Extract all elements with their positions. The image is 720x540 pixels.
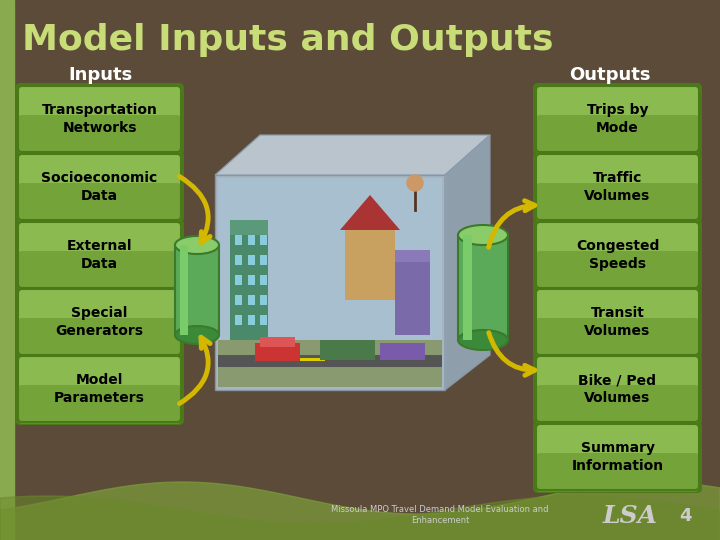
- Bar: [395, 250, 430, 335]
- Bar: [260, 337, 295, 347]
- Bar: [248, 275, 255, 285]
- FancyBboxPatch shape: [18, 251, 181, 290]
- FancyBboxPatch shape: [18, 289, 181, 355]
- Text: Model
Parameters: Model Parameters: [54, 373, 145, 404]
- Bar: [320, 340, 375, 360]
- Ellipse shape: [175, 236, 219, 254]
- FancyBboxPatch shape: [18, 154, 181, 220]
- FancyBboxPatch shape: [15, 83, 184, 155]
- Text: LSA: LSA: [603, 504, 657, 528]
- FancyBboxPatch shape: [536, 356, 699, 422]
- FancyBboxPatch shape: [18, 318, 181, 357]
- FancyBboxPatch shape: [533, 151, 702, 223]
- Polygon shape: [215, 135, 490, 175]
- FancyBboxPatch shape: [533, 83, 702, 155]
- Text: Transit
Volumes: Transit Volumes: [585, 306, 651, 338]
- FancyBboxPatch shape: [533, 353, 702, 425]
- Bar: [235, 235, 242, 245]
- FancyBboxPatch shape: [18, 356, 181, 422]
- Bar: [235, 315, 242, 325]
- FancyBboxPatch shape: [15, 353, 184, 425]
- Text: Traffic
Volumes: Traffic Volumes: [585, 171, 651, 202]
- FancyBboxPatch shape: [18, 86, 181, 152]
- Circle shape: [407, 175, 423, 191]
- Bar: [463, 235, 472, 340]
- Bar: [230, 220, 268, 340]
- Bar: [248, 255, 255, 265]
- FancyBboxPatch shape: [15, 151, 184, 223]
- FancyBboxPatch shape: [536, 453, 699, 492]
- Bar: [235, 275, 242, 285]
- FancyBboxPatch shape: [536, 424, 699, 490]
- Text: Trips by
Mode: Trips by Mode: [587, 103, 648, 134]
- Bar: [248, 315, 255, 325]
- Text: Inputs: Inputs: [68, 66, 132, 84]
- FancyBboxPatch shape: [18, 183, 181, 222]
- FancyBboxPatch shape: [536, 289, 699, 355]
- Bar: [0, 0, 14, 540]
- FancyBboxPatch shape: [533, 421, 702, 493]
- FancyBboxPatch shape: [15, 219, 184, 291]
- Text: Special
Generators: Special Generators: [55, 306, 143, 338]
- Bar: [230, 220, 268, 235]
- Ellipse shape: [458, 225, 508, 245]
- Bar: [248, 235, 255, 245]
- Text: Outputs: Outputs: [570, 66, 651, 84]
- Polygon shape: [445, 135, 490, 390]
- Bar: [345, 230, 395, 300]
- FancyBboxPatch shape: [536, 183, 699, 222]
- Bar: [260, 295, 267, 305]
- Bar: [395, 250, 430, 262]
- FancyBboxPatch shape: [536, 115, 699, 154]
- Bar: [295, 358, 325, 361]
- Bar: [218, 340, 442, 387]
- Text: Model Inputs and Outputs: Model Inputs and Outputs: [22, 23, 554, 57]
- FancyBboxPatch shape: [536, 86, 699, 152]
- Bar: [175, 245, 219, 335]
- FancyBboxPatch shape: [18, 385, 181, 424]
- Ellipse shape: [175, 326, 219, 344]
- Bar: [458, 235, 508, 340]
- Text: Bike / Ped
Volumes: Bike / Ped Volumes: [578, 373, 657, 404]
- Text: Transportation
Networks: Transportation Networks: [42, 103, 158, 134]
- Bar: [180, 245, 188, 335]
- FancyBboxPatch shape: [18, 222, 181, 288]
- FancyBboxPatch shape: [533, 219, 702, 291]
- Ellipse shape: [458, 330, 508, 350]
- Text: 4: 4: [679, 507, 691, 525]
- Bar: [235, 295, 242, 305]
- FancyBboxPatch shape: [15, 286, 184, 358]
- FancyBboxPatch shape: [536, 385, 699, 424]
- Bar: [260, 235, 267, 245]
- Bar: [248, 295, 255, 305]
- FancyBboxPatch shape: [536, 318, 699, 357]
- Bar: [218, 355, 442, 367]
- Polygon shape: [218, 178, 442, 387]
- Text: Summary
Information: Summary Information: [572, 441, 664, 472]
- Bar: [380, 343, 425, 360]
- FancyBboxPatch shape: [536, 154, 699, 220]
- Text: Socioeconomic
Data: Socioeconomic Data: [41, 171, 158, 202]
- Text: Missoula MPO Travel Demand Model Evaluation and
Enhancement: Missoula MPO Travel Demand Model Evaluat…: [331, 504, 549, 525]
- FancyBboxPatch shape: [18, 115, 181, 154]
- FancyBboxPatch shape: [533, 286, 702, 358]
- Bar: [260, 275, 267, 285]
- Bar: [260, 255, 267, 265]
- Polygon shape: [215, 175, 445, 390]
- FancyBboxPatch shape: [536, 222, 699, 288]
- Bar: [235, 255, 242, 265]
- FancyBboxPatch shape: [536, 251, 699, 290]
- Text: External
Data: External Data: [67, 239, 132, 271]
- Bar: [260, 315, 267, 325]
- Bar: [255, 343, 300, 361]
- Text: Congested
Speeds: Congested Speeds: [576, 239, 660, 271]
- Polygon shape: [340, 195, 400, 230]
